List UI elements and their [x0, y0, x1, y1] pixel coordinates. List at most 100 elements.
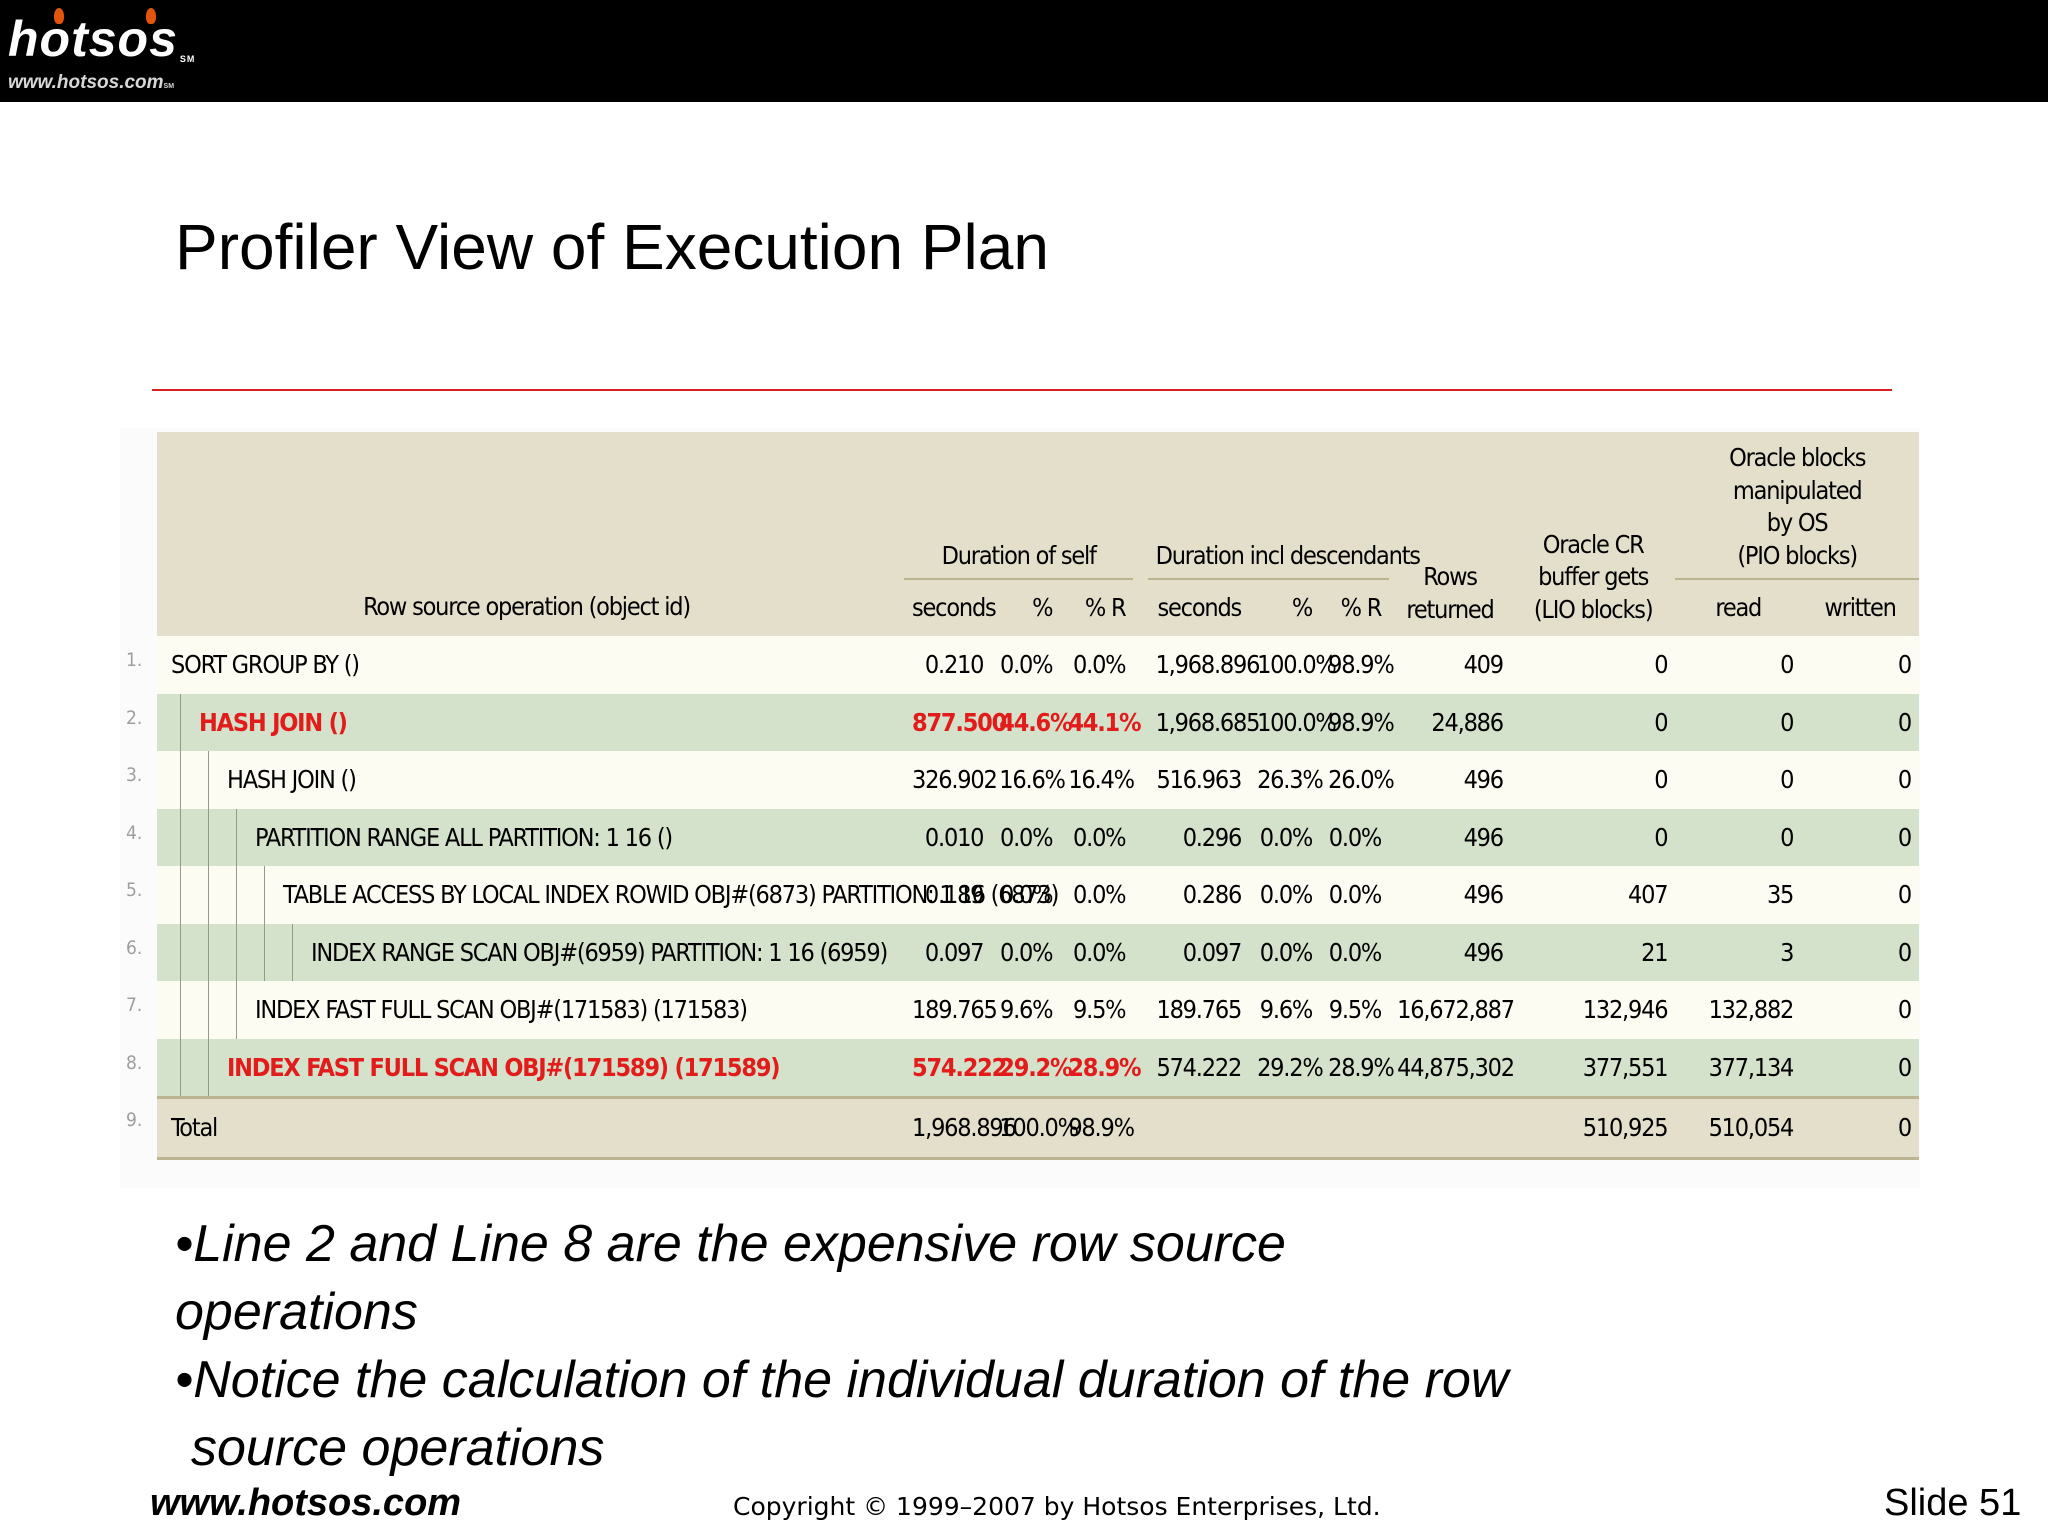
incl-pct-cell: 100.0%	[1249, 693, 1337, 751]
row-source-op: HASH JOIN ()	[157, 693, 905, 751]
line-number: 5.	[126, 879, 143, 901]
row-source-label: HASH JOIN ()	[227, 765, 357, 795]
tree-guide-line	[208, 1038, 209, 1096]
execution-plan-table: Duration of self Duration incl descendan…	[157, 432, 1919, 1160]
cr-gets-header: Oracle CR buffer gets (LIO blocks)	[1510, 432, 1676, 636]
tree-guide-line	[208, 751, 209, 809]
read-cell: 0	[1675, 808, 1802, 866]
self-seconds-cell: 574.222	[904, 1038, 1007, 1098]
incl-seconds-cell: 1,968.685	[1147, 693, 1260, 751]
tree-guide-line	[180, 1038, 181, 1096]
row-source-label: Total	[171, 1113, 218, 1143]
incl-pctr-cell	[1320, 1096, 1390, 1160]
incl-pct-cell	[1249, 1096, 1321, 1160]
self-pct-cell: 29.2%	[991, 1038, 1073, 1098]
incl-pctr-cell: 98.9%	[1320, 636, 1395, 694]
flame-icon	[146, 8, 156, 24]
tree-guide-line	[236, 923, 237, 981]
incl-pct-cell: 26.3%	[1249, 751, 1324, 809]
written-cell: 0	[1801, 1096, 1919, 1160]
tree-guide-line	[180, 866, 181, 924]
written-cell: 0	[1801, 693, 1919, 751]
bullet-1-line-1: •Line 2 and Line 8 are the expensive row…	[175, 1215, 1286, 1273]
read-cell: 510,054	[1675, 1096, 1802, 1160]
incl-pctr-cell: 0.0%	[1320, 808, 1390, 866]
rows-returned-cell: 496	[1389, 808, 1511, 866]
bullet-1-line-2: operations	[175, 1283, 418, 1341]
incl-pct-cell: 0.0%	[1249, 808, 1321, 866]
cr-gets-cell: 377,551	[1510, 1038, 1676, 1098]
tree-guide-line	[208, 981, 209, 1039]
self-seconds-cell: 0.097	[904, 923, 992, 981]
tree-guide-line	[180, 981, 181, 1039]
read-cell: 3	[1675, 923, 1802, 981]
self-pctr-cell: 28.9%	[1060, 1038, 1142, 1098]
rows-returned-cell: 496	[1389, 923, 1511, 981]
self-pctr-cell: 44.1%	[1060, 693, 1142, 751]
self-seconds-header: seconds	[904, 579, 997, 636]
read-cell: 132,882	[1675, 981, 1802, 1039]
self-pct-cell: 0.0%	[991, 808, 1061, 866]
table-row: INDEX FAST FULL SCAN OBJ#(171589) (17158…	[157, 1038, 1919, 1098]
rows-returned-cell: 409	[1389, 636, 1511, 694]
read-header: read	[1675, 579, 1802, 636]
copyright-notice: Copyright © 1999–2007 by Hotsos Enterpri…	[733, 1492, 1381, 1521]
tree-guide-line	[236, 808, 237, 866]
written-cell: 0	[1801, 808, 1919, 866]
incl-pctr-cell: 9.5%	[1320, 981, 1390, 1039]
row-source-label: TABLE ACCESS BY LOCAL INDEX ROWID OBJ#(6…	[283, 880, 1059, 910]
incl-seconds-cell: 0.097	[1147, 923, 1250, 981]
self-pct-cell: 44.6%	[991, 693, 1073, 751]
logo-mark: SM	[179, 54, 196, 64]
duration-incl-header: Duration incl descendants	[1147, 432, 1421, 580]
slide-title: Profiler View of Execution Plan	[175, 211, 1049, 283]
line-number: 6.	[126, 936, 143, 959]
self-seconds-cell: 326.902	[904, 751, 998, 809]
row-source-label: HASH JOIN ()	[199, 707, 348, 737]
op-group-header	[157, 432, 905, 579]
self-pctr-cell: 0.0%	[1060, 866, 1134, 924]
incl-pct-cell: 29.2%	[1249, 1038, 1324, 1098]
incl-pct-header: %	[1249, 579, 1321, 636]
plan-table-body: SORT GROUP BY () 0.210 0.0% 0.0% 1,968.896 10…	[157, 636, 1919, 1160]
self-pct-cell: 100.0%	[991, 1096, 1079, 1160]
written-cell: 0	[1801, 981, 1919, 1039]
self-seconds-cell: 877.500	[904, 693, 1007, 751]
tree-guide-line	[208, 808, 209, 866]
self-pct-header: %	[991, 579, 1061, 636]
cr-gets-cell: 132,946	[1510, 981, 1676, 1039]
tree-guide-line	[180, 923, 181, 981]
incl-pct-cell: 0.0%	[1249, 923, 1321, 981]
hotsos-logo: hotsos SM	[8, 8, 196, 64]
incl-pctr-cell: 28.9%	[1320, 1038, 1395, 1098]
tree-guide-line	[236, 866, 237, 924]
incl-seconds-cell: 1,968.896	[1147, 636, 1260, 694]
row-source-label: PARTITION RANGE ALL PARTITION: 1 16 ()	[255, 822, 673, 852]
rows-returned-header: Rows returned	[1389, 432, 1511, 636]
bullet-2-line-1: •Notice the calculation of the individua…	[175, 1351, 1509, 1409]
self-pctr-cell: 0.0%	[1060, 636, 1134, 694]
incl-pctr-cell: 0.0%	[1320, 923, 1390, 981]
self-seconds-cell: 0.189	[904, 866, 992, 924]
table-row: HASH JOIN () 326.902 16.6% 16.4% 516.963 26.3…	[157, 751, 1919, 809]
self-pctr-header: % R	[1060, 579, 1134, 636]
row-source-op: HASH JOIN ()	[157, 751, 905, 809]
header-bar: hotsos SM www.hotsos.comSM	[0, 0, 2048, 102]
rows-returned-cell: 44,875,302	[1389, 1038, 1515, 1098]
title-divider	[152, 389, 1892, 391]
self-seconds-cell: 0.210	[904, 636, 992, 694]
bullet-2-line-2: source operations	[191, 1419, 605, 1477]
line-number: 4.	[126, 821, 143, 844]
table-row: HASH JOIN () 877.500 44.6% 44.1% 1,968.685 10…	[157, 693, 1919, 751]
table-row: PARTITION RANGE ALL PARTITION: 1 16 () 0.…	[157, 808, 1919, 866]
read-cell: 0	[1675, 693, 1802, 751]
rows-returned-cell: 16,672,887	[1389, 981, 1515, 1039]
tree-guide-line	[180, 808, 181, 866]
os-blocks-header: Oracle blocks manipulated by OS (PIO blo…	[1675, 432, 1919, 580]
incl-pct-cell: 0.0%	[1249, 866, 1321, 924]
incl-seconds-cell	[1147, 1096, 1250, 1160]
cr-gets-cell: 510,925	[1510, 1096, 1676, 1160]
line-number: 8.	[126, 1051, 143, 1074]
tree-guide-line	[180, 693, 181, 751]
cr-gets-cell: 0	[1510, 808, 1676, 866]
